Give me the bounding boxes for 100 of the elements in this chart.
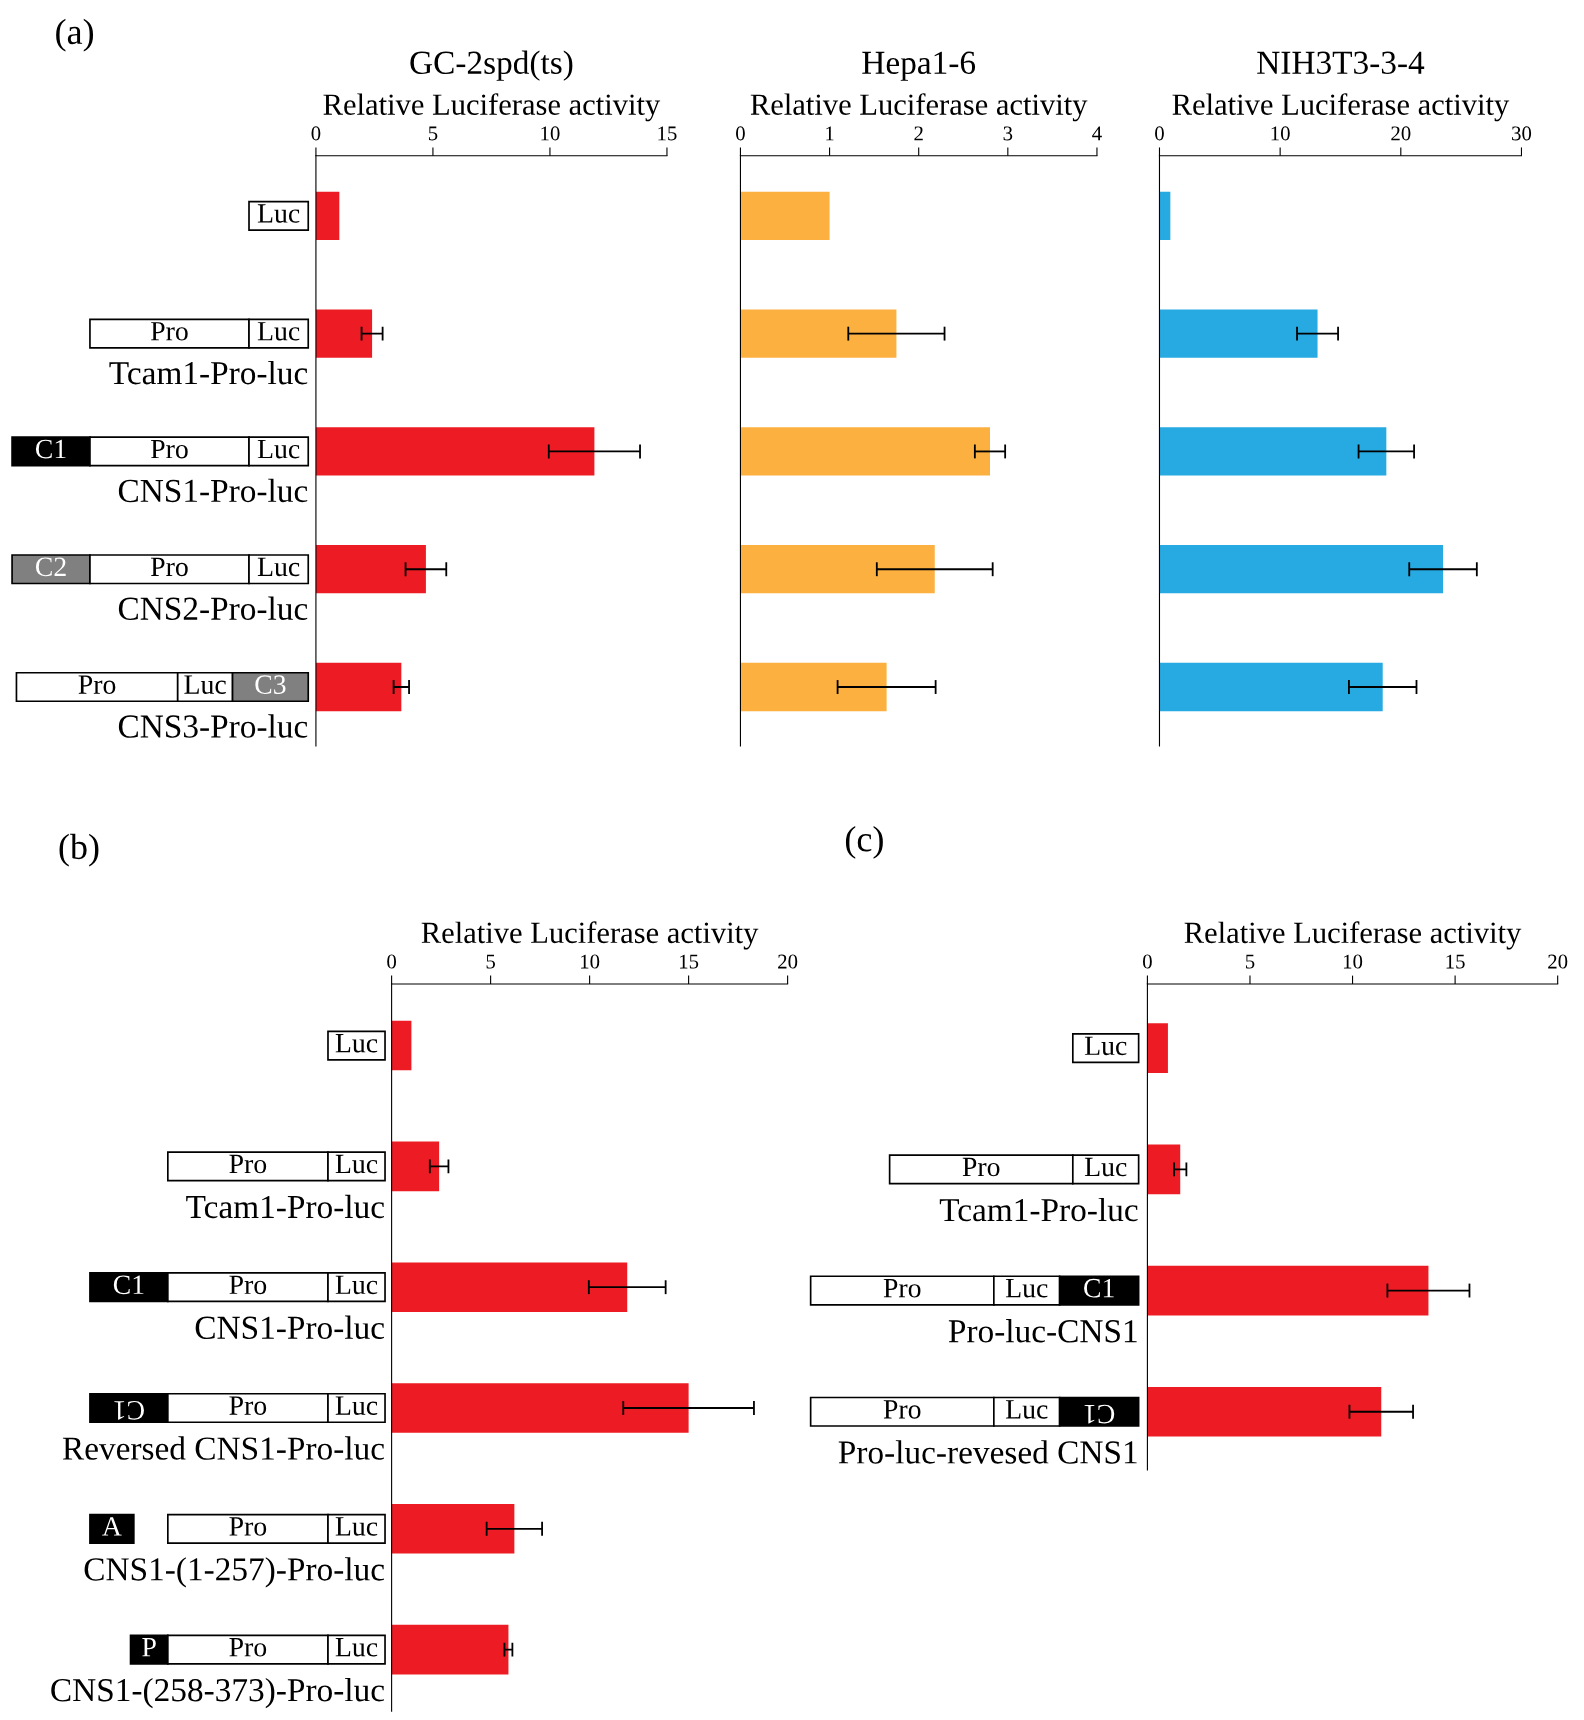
text: Pro bbox=[229, 1517, 267, 1536]
text: Pro bbox=[78, 675, 116, 694]
y-tick-label: CNS1-Pro-luc bbox=[195, 1315, 385, 1340]
text: C1 bbox=[1084, 1404, 1115, 1424]
y-tick-label: CNS1-Pro-luc bbox=[118, 478, 308, 503]
text: Pro bbox=[150, 439, 188, 459]
text: Luc bbox=[335, 1154, 378, 1174]
text: Luc bbox=[1005, 1279, 1048, 1298]
chart-title: Hepa1-6 bbox=[862, 51, 976, 81]
bar bbox=[1159, 191, 1171, 240]
bar bbox=[1159, 309, 1318, 358]
x-tick-label: 20 bbox=[1391, 126, 1411, 141]
bar bbox=[1147, 1386, 1382, 1437]
text: C1 bbox=[113, 1275, 144, 1295]
bar bbox=[740, 545, 935, 594]
text: (a) bbox=[56, 18, 94, 52]
text: Luc bbox=[335, 1275, 378, 1295]
y-tick-label: Tcam1-Pro-luc bbox=[186, 1194, 385, 1219]
text: Pro bbox=[883, 1279, 921, 1298]
x-tick-label: 10 bbox=[1271, 126, 1290, 141]
x-tick-label: 15 bbox=[1446, 954, 1465, 969]
x-axis-title: Relative Luciferase activity bbox=[1184, 921, 1522, 950]
y-tick-label: Pro-luc-revesed CNS1 bbox=[838, 1440, 1137, 1464]
text: Pro bbox=[229, 1396, 267, 1415]
text: Pro bbox=[229, 1638, 267, 1657]
bar bbox=[315, 309, 373, 358]
text: Pro bbox=[229, 1154, 267, 1174]
x-tick-label: 15 bbox=[658, 126, 677, 141]
text: Luc bbox=[257, 322, 300, 341]
bar bbox=[315, 427, 595, 476]
x-tick-label: 2 bbox=[914, 126, 923, 141]
bar bbox=[740, 662, 887, 712]
bar bbox=[391, 1020, 412, 1071]
bar bbox=[391, 1504, 515, 1554]
text: A bbox=[102, 1517, 122, 1536]
x-tick-label: 20 bbox=[1548, 954, 1568, 969]
x-axis-title: Relative Luciferase activity bbox=[1172, 93, 1510, 122]
x-axis-title: Relative Luciferase activity bbox=[750, 93, 1088, 122]
x-tick-label: 10 bbox=[1343, 954, 1363, 969]
x-tick-label: 0 bbox=[1143, 954, 1152, 969]
x-tick-label: 3 bbox=[1003, 126, 1013, 141]
bar bbox=[1159, 545, 1444, 594]
x-tick-label: 1 bbox=[826, 126, 834, 141]
y-tick-label: Reversed CNS1-Pro-luc bbox=[62, 1436, 384, 1460]
text: Pro bbox=[150, 557, 188, 577]
x-tick-label: 20 bbox=[778, 954, 798, 969]
x-tick-label: 5 bbox=[486, 954, 496, 969]
text: C1 bbox=[35, 439, 66, 459]
text: (c) bbox=[845, 826, 883, 859]
text: C3 bbox=[255, 675, 286, 694]
text: Pro bbox=[150, 322, 188, 341]
bar bbox=[315, 662, 402, 712]
x-axis-title: Relative Luciferase activity bbox=[323, 93, 661, 122]
y-tick-label: CNS3-Pro-luc bbox=[118, 714, 308, 738]
text: Pro bbox=[883, 1400, 921, 1419]
bar bbox=[1159, 427, 1387, 476]
text: Luc bbox=[335, 1034, 378, 1053]
text: Pro bbox=[962, 1157, 1000, 1177]
y-tick-label: Pro-luc-CNS1 bbox=[948, 1319, 1137, 1343]
text: Luc bbox=[257, 557, 300, 577]
text: P bbox=[142, 1638, 156, 1657]
text: C1 bbox=[114, 1401, 144, 1420]
text: Luc bbox=[257, 439, 300, 459]
y-tick-label: CNS2-Pro-luc bbox=[118, 596, 308, 620]
text: Luc bbox=[335, 1638, 378, 1657]
y-tick-label: Tcam1-Pro-luc bbox=[939, 1197, 1138, 1222]
bar bbox=[1147, 1023, 1168, 1074]
text: (b) bbox=[59, 833, 99, 867]
text: C2 bbox=[35, 557, 66, 577]
bar bbox=[391, 1383, 689, 1433]
x-tick-label: 4 bbox=[1092, 126, 1102, 141]
x-tick-label: 5 bbox=[1245, 954, 1255, 969]
x-tick-label: 10 bbox=[581, 954, 600, 969]
bar bbox=[391, 1624, 509, 1675]
bar bbox=[740, 191, 830, 240]
text: Luc bbox=[335, 1396, 378, 1415]
x-tick-label: 5 bbox=[428, 126, 438, 141]
text: Luc bbox=[1084, 1036, 1127, 1056]
bar bbox=[315, 545, 426, 594]
text: Pro bbox=[229, 1275, 267, 1295]
y-tick-label: CNS1-(1-257)-Pro-luc bbox=[84, 1557, 385, 1588]
text: Luc bbox=[335, 1517, 378, 1536]
x-tick-label: 10 bbox=[541, 126, 560, 141]
bar bbox=[1147, 1265, 1429, 1316]
x-tick-label: 0 bbox=[1155, 126, 1164, 141]
chart-title: NIH3T3-3-4 bbox=[1257, 51, 1425, 75]
bar bbox=[391, 1262, 628, 1312]
bar bbox=[1147, 1144, 1181, 1195]
text: Luc bbox=[257, 204, 300, 223]
x-tick-label: 0 bbox=[387, 954, 397, 969]
x-tick-label: 0 bbox=[736, 126, 745, 141]
bar bbox=[740, 427, 990, 476]
x-tick-label: 0 bbox=[311, 126, 321, 141]
text: C1 bbox=[1084, 1278, 1114, 1298]
bar bbox=[315, 191, 340, 240]
bar bbox=[391, 1141, 440, 1192]
text: Luc bbox=[184, 675, 226, 694]
bar bbox=[1159, 662, 1383, 712]
text: Luc bbox=[1084, 1157, 1127, 1177]
chart-title: GC-2spd(ts) bbox=[410, 50, 573, 81]
